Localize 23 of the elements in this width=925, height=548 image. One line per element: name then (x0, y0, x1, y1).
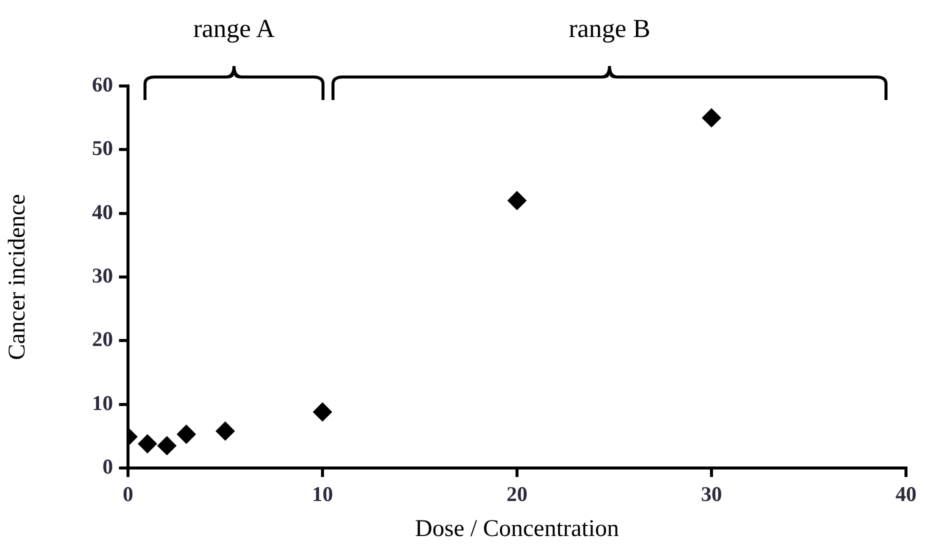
y-tick-label: 40 (92, 200, 113, 224)
y-tick-label: 50 (92, 136, 113, 160)
x-tick-label: 40 (896, 482, 916, 506)
y-tick-label: 20 (92, 327, 113, 352)
point (508, 191, 526, 210)
text: range A (192, 14, 276, 44)
point (313, 402, 332, 422)
point (138, 434, 157, 454)
y-tick-label: 0 (102, 454, 113, 478)
y-tick-label: 60 (92, 72, 113, 96)
x-tick-label: 10 (312, 482, 333, 506)
y-tick-label: 10 (92, 390, 113, 415)
point (157, 436, 176, 456)
text: range B (568, 14, 652, 44)
x-tick-label: 30 (701, 482, 722, 506)
x-tick-label: 0 (122, 482, 134, 506)
x-axis-title: Dose / Concentration (415, 516, 619, 542)
point (176, 424, 196, 444)
y-axis-title: Cancer incidence (4, 194, 31, 360)
y-tick-label: 30 (92, 263, 113, 288)
point (702, 108, 721, 128)
x-tick-label: 20 (506, 482, 528, 506)
point (216, 422, 235, 441)
